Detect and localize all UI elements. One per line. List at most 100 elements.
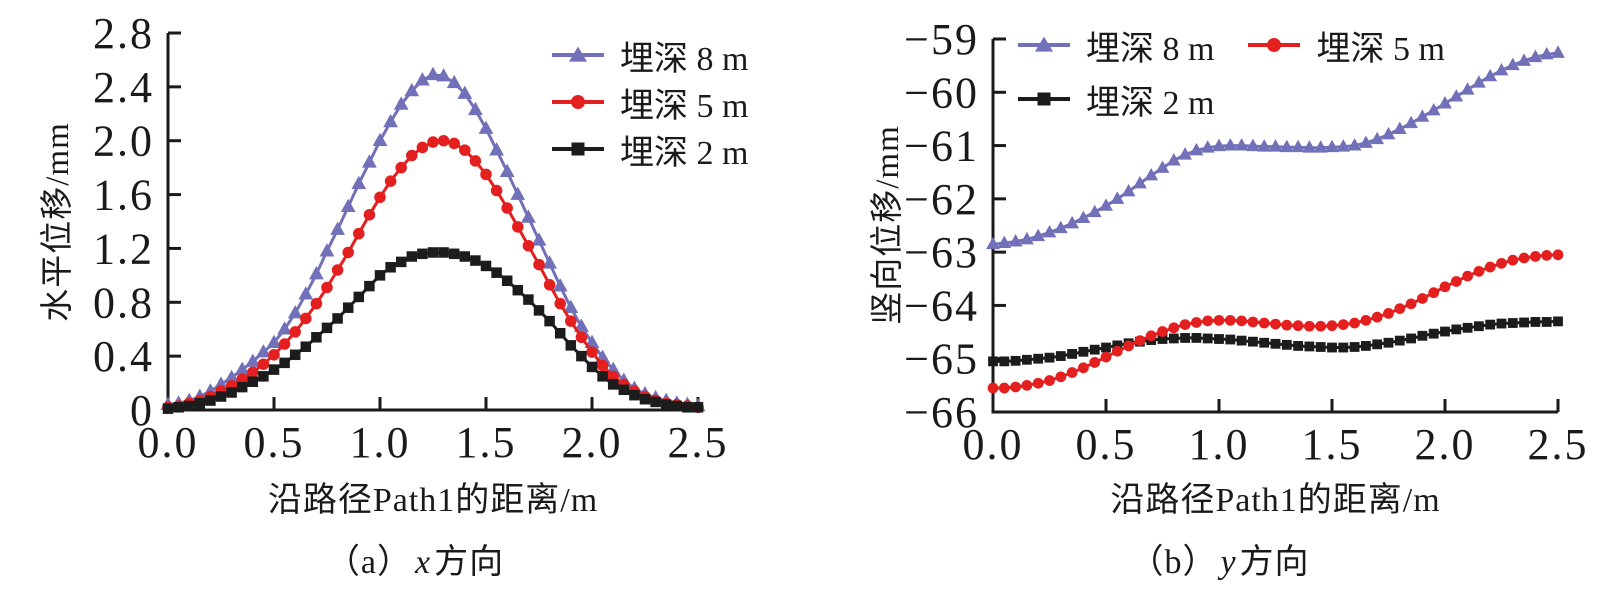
triangle-marker xyxy=(690,397,706,412)
triangle-marker xyxy=(1528,49,1543,63)
square-marker xyxy=(1022,354,1032,365)
legend-label: 埋深 2 m xyxy=(620,134,749,172)
square-marker xyxy=(1474,321,1484,332)
square-marker xyxy=(1101,342,1111,353)
triangle-marker xyxy=(1505,57,1520,71)
circle-marker xyxy=(1191,317,1202,328)
chart-b-x-axis-title: 沿路径Path1的距离/m xyxy=(1110,482,1441,519)
triangle-marker xyxy=(563,299,579,313)
circle-marker xyxy=(353,227,365,240)
circle-marker xyxy=(1337,319,1349,330)
circle-marker xyxy=(1168,322,1180,334)
series-line-square xyxy=(993,319,1559,363)
circle-marker xyxy=(1326,320,1338,332)
square-marker xyxy=(480,260,492,272)
x-tick-label: 2.0 xyxy=(1415,420,1476,469)
square-marker xyxy=(1135,336,1145,347)
triangle-marker xyxy=(510,186,526,200)
circle-marker xyxy=(1349,317,1360,329)
triangle-marker xyxy=(1133,175,1147,189)
square-marker xyxy=(523,294,534,305)
square-marker xyxy=(215,391,227,402)
triangle-marker xyxy=(1008,234,1023,247)
circle-marker xyxy=(236,373,248,385)
square-marker xyxy=(1530,317,1541,327)
circle-marker xyxy=(1360,314,1372,326)
triangle-marker xyxy=(362,154,377,168)
circle-marker xyxy=(533,258,545,271)
square-marker xyxy=(491,267,502,278)
triangle-marker xyxy=(468,101,483,116)
x-tick-label: 0.0 xyxy=(138,418,199,467)
x-tick-label: 2.5 xyxy=(668,418,729,467)
circle-marker xyxy=(1157,326,1168,337)
circle-marker xyxy=(490,184,503,197)
circle-marker xyxy=(649,394,662,407)
square-marker xyxy=(650,396,661,408)
circle-marker xyxy=(1123,340,1134,352)
triangle-marker xyxy=(446,74,462,89)
chart-b-legend: 埋深 8 m 埋深 5 m 埋深 2 m xyxy=(1018,26,1445,122)
circle-marker xyxy=(363,208,376,221)
triangle-marker xyxy=(997,235,1012,249)
triangle-marker xyxy=(1121,183,1136,197)
circle-marker xyxy=(1281,319,1293,331)
chart-b-y-axis-title: 竖向位移/mm xyxy=(870,125,906,325)
triangle-marker xyxy=(213,376,229,390)
square-marker xyxy=(268,364,280,375)
circle-marker xyxy=(395,161,407,174)
square-marker xyxy=(533,305,545,316)
caption-b-suffix: 方向 xyxy=(1239,544,1310,581)
triangle-marker xyxy=(521,209,536,223)
square-marker xyxy=(1338,342,1349,353)
circle-marker xyxy=(1224,314,1236,326)
circle-marker xyxy=(1428,287,1440,299)
square-marker xyxy=(597,371,608,382)
triangle-marker xyxy=(669,395,685,409)
legend-entry: 埋深 2 m xyxy=(552,130,748,172)
square-marker xyxy=(459,251,471,262)
caption-b-variable: y xyxy=(1220,544,1237,581)
circle-marker xyxy=(522,239,535,252)
circle-marker xyxy=(692,401,704,414)
square-marker xyxy=(448,248,460,260)
triangle-marker xyxy=(1020,231,1034,245)
circle-marker xyxy=(1484,261,1496,273)
circle-marker xyxy=(575,331,588,344)
y-tick-label: −64 xyxy=(904,281,979,330)
square-marker xyxy=(289,349,301,361)
square-legend-icon xyxy=(552,130,604,168)
circle-marker xyxy=(1439,281,1451,293)
triangle-marker xyxy=(1189,142,1204,156)
legend-entry: 埋深 8 m xyxy=(1018,26,1214,68)
circle-marker xyxy=(660,397,672,410)
triangle-marker xyxy=(542,255,557,269)
circle-marker xyxy=(1383,308,1394,319)
triangle-marker xyxy=(627,380,642,394)
triangle-marker xyxy=(605,361,621,375)
square-marker xyxy=(1496,318,1507,329)
triangle-marker xyxy=(1336,139,1351,152)
circle-marker xyxy=(987,382,999,394)
circle-marker xyxy=(998,382,1010,394)
triangle-marker xyxy=(383,113,398,128)
square-marker xyxy=(364,280,375,292)
circle-marker xyxy=(681,400,694,412)
chart-b-caption: （b）y方向 xyxy=(830,534,1609,583)
square-marker xyxy=(1281,339,1292,350)
triangle-marker xyxy=(309,266,324,280)
square-marker xyxy=(1372,339,1383,350)
square-marker xyxy=(512,284,524,296)
circle-marker xyxy=(247,366,259,379)
circle-legend-icon xyxy=(1248,26,1301,64)
circle-marker xyxy=(459,144,471,156)
square-marker xyxy=(1519,317,1529,328)
circle-marker xyxy=(268,349,280,361)
square-marker xyxy=(1202,333,1213,344)
triangle-marker xyxy=(1042,224,1057,238)
square-marker xyxy=(1225,334,1236,345)
triangle-marker xyxy=(245,353,261,367)
square-legend-icon xyxy=(1018,80,1070,118)
circle-marker xyxy=(1405,298,1417,310)
triangle-marker xyxy=(1483,68,1498,82)
